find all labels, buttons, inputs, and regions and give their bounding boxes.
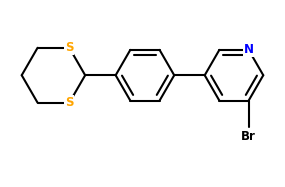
Text: Br: Br bbox=[241, 130, 256, 143]
Text: S: S bbox=[65, 96, 74, 109]
Text: S: S bbox=[65, 41, 74, 54]
Text: N: N bbox=[244, 43, 254, 56]
